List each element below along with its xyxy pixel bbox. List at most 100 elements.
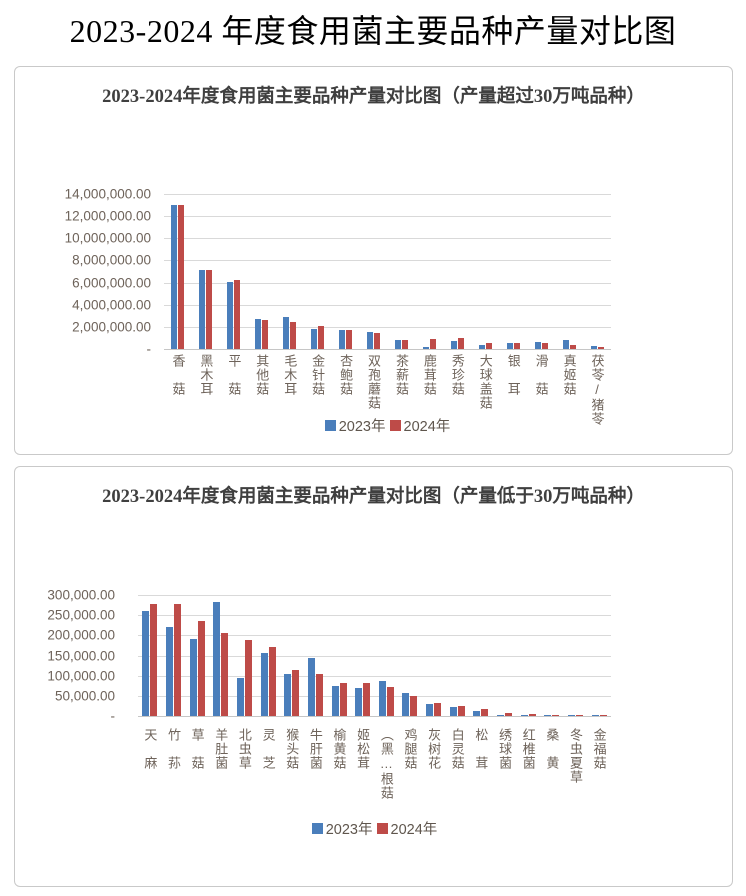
y-tick-label: 14,000,000.00	[64, 186, 151, 202]
bar-2024年-秀珍菇	[457, 338, 464, 349]
bar-2023年-杏鲍菇	[339, 330, 346, 349]
legend-label-2024: 2024年	[390, 822, 438, 838]
x-axis-label: 绣球菌	[497, 728, 513, 770]
bar-2023年-天麻	[142, 611, 150, 716]
bar-2024年-双孢蘑菇	[374, 333, 381, 349]
bar-2023年-白灵菇	[449, 707, 457, 716]
bar-2023年-秀珍菇	[450, 341, 457, 349]
x-axis-label: 冬虫夏草	[568, 728, 584, 784]
bar-2023年-真姬菇	[562, 340, 569, 349]
x-axis-label: 灰树花	[426, 728, 442, 770]
bar-2024年-茶薪菇	[401, 340, 408, 349]
y-tick-label: 250,000.00	[47, 607, 115, 623]
bar-2024年-榆黄菇	[339, 683, 347, 716]
bar-2024年-羊肚菌	[221, 633, 229, 716]
bar-2023年-绣球菌	[497, 715, 505, 716]
y-tick-label: 2,000,000.00	[72, 319, 151, 335]
gridline	[138, 655, 611, 657]
x-axis-label: 大球盖菇	[477, 354, 493, 410]
x-axis-line	[164, 349, 611, 350]
bar-2024年-桑黄	[552, 715, 560, 716]
bar-2024年-大球盖菇	[485, 343, 492, 349]
x-axis-label: 银 耳	[505, 354, 521, 396]
y-tick-label: 12,000,000.00	[64, 208, 151, 224]
bar-2024年-香菇	[178, 205, 185, 349]
gridline	[164, 238, 611, 240]
bar-2024年-松茸	[481, 709, 489, 716]
bar-2024年-毛木耳	[290, 322, 297, 349]
x-axis-label: 猴头菇	[284, 728, 300, 770]
x-axis-label: 红椎菌	[520, 728, 536, 770]
bar-2023年-鹿茸菇	[422, 347, 429, 349]
x-axis-label: 榆黄菇	[331, 728, 347, 770]
gridline	[138, 695, 611, 697]
bar-2023年-姬松茸	[355, 688, 363, 716]
x-axis-label: 其他菇	[254, 354, 270, 396]
x-axis-label: 滑 菇	[533, 354, 549, 396]
gridline	[138, 595, 611, 596]
bar-2024年-冬虫夏草	[576, 715, 584, 716]
plot-area-under-300k: 300,000.00 250,000.00 200,000.00 150,000.00…	[15, 467, 732, 886]
bar-2024年-其他菇	[262, 320, 269, 349]
bar-2023年-其他菇	[255, 319, 262, 349]
y-tick-label: 8,000,000.00	[72, 252, 151, 268]
bar-2023年-鸡腿菇	[402, 693, 410, 716]
bar-2024年-真姬菇	[569, 345, 576, 349]
x-axis-label: 桑 黄	[544, 728, 560, 770]
bar-2024年-绣球菌	[505, 713, 513, 716]
bar-2023年-平菇	[227, 282, 234, 349]
legend-swatch-2023-icon	[324, 420, 336, 431]
chart-title-over-300k: 2023-2024年度食用菌主要品种产量对比图（产量超过30万吨品种）	[102, 87, 645, 107]
x-axis-label: 姬松茸	[355, 728, 371, 770]
bar-2023年-香菇	[171, 205, 178, 349]
bar-2023年-滑菇	[534, 342, 541, 349]
legend-item-2023: 2023年	[324, 415, 386, 436]
bar-2024年-灵芝	[268, 647, 276, 716]
bar-2024年-红椎菌	[528, 714, 536, 716]
plot-area-over-300k: 14,000,000.00 12,000,000.00 10,000,000.00 8…	[15, 67, 732, 454]
bar-2024年-草菇	[197, 621, 205, 716]
bar-2024年-天麻	[150, 604, 158, 716]
bar-2023年-双孢蘑菇	[367, 332, 374, 349]
y-tick-label: 50,000.00	[54, 688, 115, 704]
gridline	[164, 282, 611, 284]
bar-2024年-黑木耳	[206, 270, 213, 349]
gridline	[164, 326, 611, 328]
x-axis-label: 真姬菇	[561, 354, 577, 396]
bar-2024年-茯苓/猪苓	[597, 347, 604, 349]
legend-label-2024: 2024年	[403, 419, 451, 435]
legend-label-2023: 2023年	[338, 419, 386, 435]
bar-2023年-黑木耳	[199, 270, 206, 349]
bar-2023年-（黑…根菇	[378, 681, 386, 716]
bar-2024年-平菇	[234, 280, 241, 349]
x-axis-label: 白灵菇	[449, 728, 465, 770]
bar-2023年-松茸	[473, 711, 481, 716]
bar-2023年-红椎菌	[520, 715, 528, 716]
x-axis-label: 牛肝菌	[307, 728, 323, 770]
legend-item-2024: 2024年	[389, 415, 451, 436]
x-axis-label: 羊肚菌	[213, 728, 229, 770]
x-axis-label: 竹 荪	[165, 728, 181, 770]
bar-2024年-金福菇	[599, 715, 607, 716]
x-axis-label: （黑…根菇	[378, 728, 394, 800]
x-axis-label: 秀珍菇	[449, 354, 465, 396]
chart-card-under-300k-tons[interactable]: 2023-2024年度食用菌主要品种产量对比图（产量低于30万吨品种） 300,…	[14, 466, 733, 887]
bar-2024年-猴头菇	[292, 670, 300, 716]
gridline	[138, 635, 611, 637]
bar-2024年-鸡腿菇	[410, 696, 418, 716]
legend-under-300k: 2023年 2024年	[138, 818, 611, 839]
bar-2024年-白灵菇	[457, 706, 465, 716]
x-axis-label: 松 茸	[473, 728, 489, 770]
bar-2023年-毛木耳	[283, 317, 290, 349]
bar-2023年-大球盖菇	[478, 345, 485, 349]
chart-card-over-300k-tons[interactable]: 2023-2024年度食用菌主要品种产量对比图（产量超过30万吨品种） 14,0…	[14, 66, 733, 455]
legend-item-2024: 2024年	[376, 818, 438, 839]
x-axis-label: 杏鲍菇	[338, 354, 354, 396]
bar-2023年-北虫草	[236, 678, 244, 716]
bar-2023年-榆黄菇	[331, 686, 339, 716]
bar-2023年-金针菇	[311, 329, 318, 349]
bar-2024年-竹荪	[173, 604, 181, 716]
legend-item-2023: 2023年	[311, 818, 373, 839]
x-axis-label: 平 菇	[226, 354, 242, 396]
bar-2024年-滑菇	[541, 343, 548, 349]
